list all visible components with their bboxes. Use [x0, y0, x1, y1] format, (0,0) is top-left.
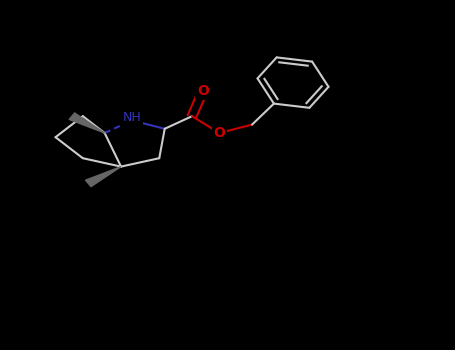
Polygon shape — [86, 167, 121, 187]
Polygon shape — [69, 113, 105, 133]
Text: O: O — [213, 126, 225, 140]
Text: O: O — [197, 84, 209, 98]
Text: NH: NH — [122, 111, 142, 124]
